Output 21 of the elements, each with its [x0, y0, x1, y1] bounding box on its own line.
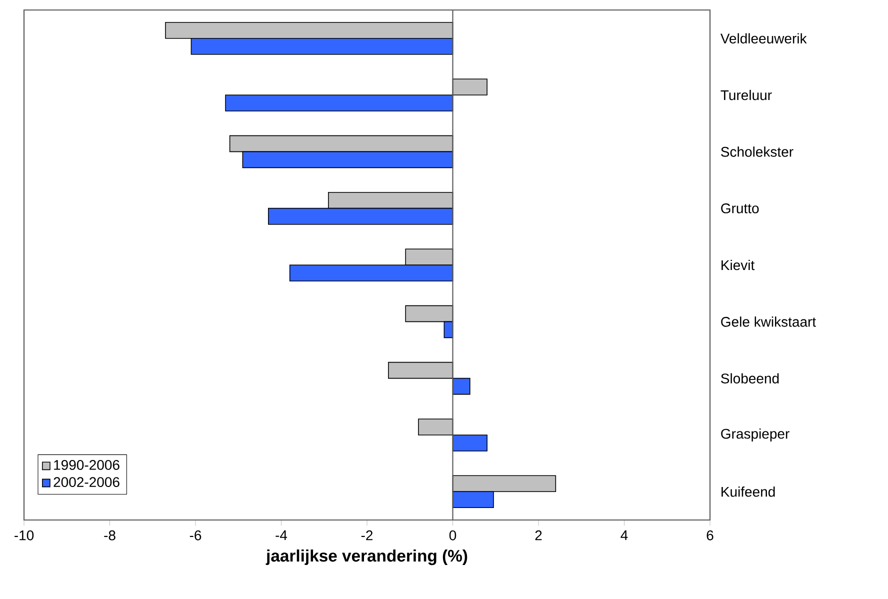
y-tick-label: Gele kwikstaart [721, 316, 816, 327]
x-tick-label: -2 [361, 530, 373, 540]
y-tick-label: Grutto [721, 203, 759, 214]
y-tick-label: Tureluur [720, 90, 772, 100]
legend-label: 1990-2006 [54, 460, 120, 470]
x-tick-label: 6 [706, 530, 714, 540]
x-tick-label: 0 [449, 530, 456, 540]
x-tick-label: 2 [535, 530, 542, 540]
x-tick-label: -8 [104, 530, 116, 540]
x-tick-label: 4 [620, 530, 628, 540]
x-axis-title: jaarlijkse verandering (%) [266, 549, 468, 566]
legend-label: 2002-2006 [54, 477, 120, 488]
x-tick-label: -4 [276, 530, 288, 540]
x-tick-label: -6 [190, 530, 202, 540]
y-tick-label: Slobeend [721, 373, 779, 384]
x-tick-label: -10 [14, 530, 34, 540]
y-tick-label: Kuifeend [722, 486, 775, 497]
y-tick-label: Veldleeuwerik [720, 33, 807, 44]
y-tick-label: Graspieper [721, 428, 790, 442]
y-tick-label: Kievit [722, 260, 755, 270]
y-tick-label: Scholekster [721, 146, 794, 157]
